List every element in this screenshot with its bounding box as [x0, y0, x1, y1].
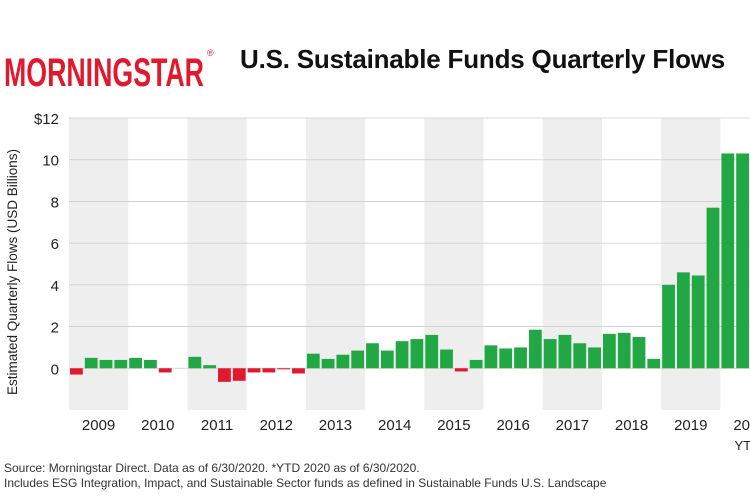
x-tick-label-2019: 2019 [674, 417, 707, 434]
bar-2013-q1 [306, 353, 320, 369]
bar-2009-q1 [70, 368, 83, 375]
bar-2016-q1 [484, 345, 498, 369]
x-tick-label-2016: 2016 [496, 417, 529, 434]
bar-2010-q3 [158, 368, 172, 373]
y-tick-label: 0 [51, 361, 59, 378]
bar-2013-q3 [336, 354, 350, 369]
y-tick-label: 10 [42, 153, 59, 170]
chart-title: U.S. Sustainable Funds Quarterly Flows [240, 44, 726, 74]
bar-2014-q3 [395, 341, 409, 369]
bar-2018-q4 [647, 358, 661, 369]
x-tick-label-2018: 2018 [615, 417, 648, 434]
x-tick-label-2013: 2013 [319, 417, 352, 434]
bar-2020-q2 [736, 153, 749, 369]
bar-2015-q4 [469, 359, 483, 369]
bar-2009-q4 [114, 359, 128, 369]
bar-2016-q4 [528, 329, 542, 369]
x-tick-label-2011: 2011 [201, 417, 233, 434]
bar-2017-q2 [558, 334, 572, 369]
source-footnote: Source: Morningstar Direct. Data as of 6… [4, 461, 420, 475]
bar-2009-q3 [99, 359, 113, 369]
bar-2011-q1 [188, 356, 202, 369]
bar-2017-q3 [573, 343, 587, 369]
x-tick-label-2020: 2020 [733, 417, 750, 434]
bar-2016-q3 [514, 347, 527, 369]
bar-2015-q3 [454, 368, 468, 372]
bar-2015-q2 [440, 349, 453, 369]
bar-2011-q2 [203, 365, 217, 369]
bar-2012-q4 [292, 368, 305, 374]
bar-2010-q2 [144, 359, 157, 369]
y-axis-label: Estimated Quarterly Flows (USD Billions) [5, 149, 20, 395]
y-tick-label: 2 [51, 320, 59, 337]
bar-2018-q3 [632, 337, 646, 369]
x-tick-label-2012: 2012 [260, 417, 293, 434]
bar-2018-q2 [617, 332, 631, 369]
x-tick-sublabel-2020: YTD* [734, 438, 750, 453]
morningstar-logo: MORNINGSTAR ® [4, 48, 214, 92]
bar-2016-q2 [499, 348, 513, 369]
y-tick-label: 6 [51, 236, 59, 253]
logo-registered-mark: ® [207, 48, 214, 58]
bar-2012-q1 [247, 368, 261, 373]
bar-2017-q1 [543, 339, 557, 369]
bar-2010-q1 [129, 357, 143, 369]
x-tick-label-2014: 2014 [378, 417, 411, 434]
bar-2012-q2 [262, 368, 276, 373]
logo-wordmark: MORNINGSTAR [4, 51, 204, 92]
bar-2009-q2 [84, 357, 98, 369]
bar-2018-q1 [602, 333, 616, 369]
bar-2019-q2 [676, 272, 690, 369]
bar-2014-q2 [380, 350, 394, 369]
bar-2014-q4 [410, 339, 424, 369]
bar-2020-q1 [721, 153, 735, 369]
x-tick-label-2009: 2009 [82, 417, 115, 434]
bar-2013-q2 [321, 358, 335, 369]
bar-2014-q1 [366, 343, 379, 369]
bar-2019-q4 [706, 207, 720, 369]
bar-2013-q4 [351, 350, 365, 369]
x-tick-label-2010: 2010 [141, 417, 174, 434]
bar-2012-q3 [277, 368, 291, 370]
bar-2019-q1 [662, 284, 675, 369]
y-tick-label: $12 [34, 111, 59, 128]
y-tick-label: 4 [51, 278, 59, 295]
x-tick-label-2015: 2015 [437, 417, 470, 434]
bar-2011-q3 [218, 368, 231, 382]
y-tick-label: 8 [51, 194, 59, 211]
bar-2017-q4 [588, 347, 601, 369]
bar-2011-q4 [232, 368, 246, 381]
x-tick-label-2017: 2017 [556, 417, 589, 434]
bar-2019-q3 [691, 275, 705, 369]
bar-2015-q1 [425, 334, 439, 369]
definition-footnote: Includes ESG Integration, Impact, and Su… [4, 476, 607, 490]
